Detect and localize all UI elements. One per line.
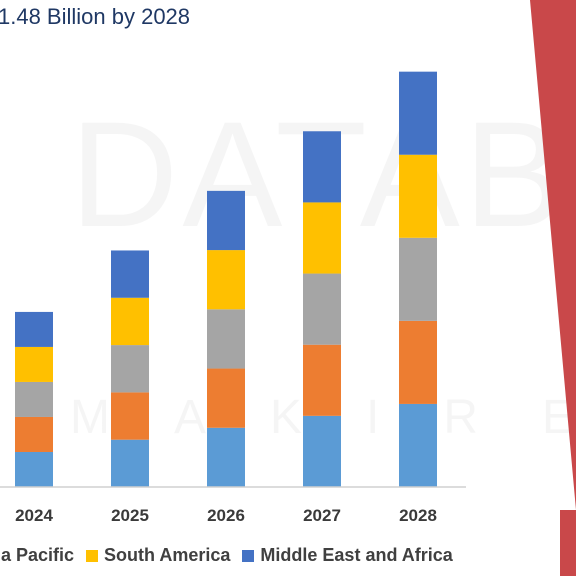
x-tick-label-2028: 2028 xyxy=(399,506,437,525)
x-tick-label-2026: 2026 xyxy=(207,506,245,525)
legend-item-middle-east-africa: Middle East and Africa xyxy=(242,545,453,566)
legend-item-south-america: South America xyxy=(86,545,230,566)
legend-label-south-america: South America xyxy=(104,545,231,565)
bar-2026-series-2 xyxy=(207,368,245,428)
x-tick-label-2024: 2024 xyxy=(15,506,53,525)
bar-2027-series-5 xyxy=(303,131,341,203)
bar-2028-series-2 xyxy=(399,320,437,404)
x-tick-labels: 2024 2025 2026 2027 2028 xyxy=(15,506,437,525)
bar-2025-series-4 xyxy=(111,297,149,346)
legend-label-asia-pacific: ia Pacific xyxy=(0,545,75,565)
bar-2027-series-2 xyxy=(303,344,341,416)
bar-2025-series-5 xyxy=(111,250,149,298)
bar-2025-series-1 xyxy=(111,439,149,487)
bar-2026-series-3 xyxy=(207,309,245,369)
bar-2026-series-5 xyxy=(207,190,245,251)
bar-2028-series-4 xyxy=(399,154,437,238)
legend-swatch-middle-east-africa xyxy=(242,549,255,562)
bar-2028-series-1 xyxy=(399,403,437,487)
legend-item-asia-pacific: ia Pacific xyxy=(0,545,74,566)
bar-group xyxy=(15,71,437,487)
bar-2026-series-4 xyxy=(207,250,245,310)
legend-swatch-south-america xyxy=(86,549,99,562)
bar-2024-series-1 xyxy=(15,451,53,487)
bar-2027-series-3 xyxy=(303,273,341,345)
bar-2025-series-2 xyxy=(111,392,149,440)
bar-2027-series-1 xyxy=(303,415,341,487)
bar-2028-series-3 xyxy=(399,237,437,321)
legend: ia Pacific South America Middle East and… xyxy=(0,545,465,566)
bar-2026-series-1 xyxy=(207,427,245,487)
bar-2025-series-3 xyxy=(111,345,149,393)
bar-2024-series-5 xyxy=(15,311,53,347)
bar-2024-series-4 xyxy=(15,346,53,382)
x-tick-label-2027: 2027 xyxy=(303,506,341,525)
bar-2028-series-5 xyxy=(399,71,437,155)
legend-label-middle-east-africa: Middle East and Africa xyxy=(260,545,453,565)
chart-subtitle: 1.48 Billion by 2028 xyxy=(0,4,191,29)
bar-2027-series-4 xyxy=(303,202,341,274)
bar-2024-series-3 xyxy=(15,381,53,417)
red-decorative-band xyxy=(530,0,576,576)
bar-2024-series-2 xyxy=(15,416,53,452)
x-tick-label-2025: 2025 xyxy=(111,506,149,525)
